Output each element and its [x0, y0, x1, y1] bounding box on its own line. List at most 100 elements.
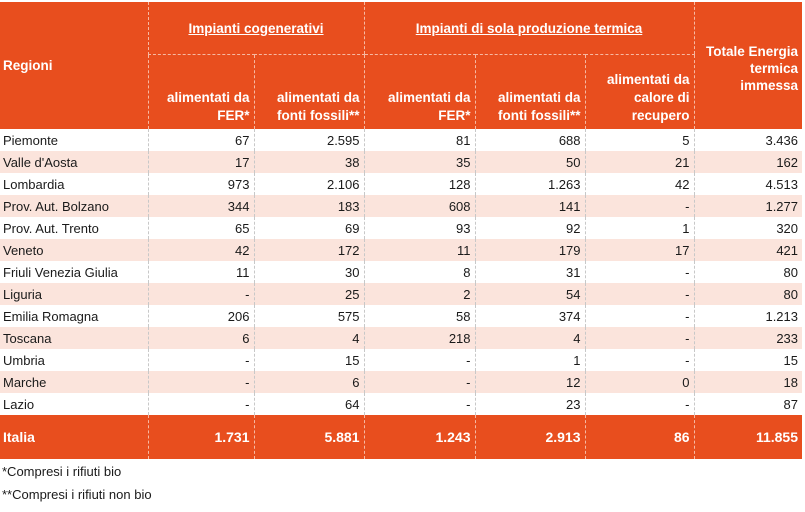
value-cell: 87: [693, 393, 803, 415]
value-cell: 575: [253, 305, 365, 327]
value-cell: 21: [584, 151, 695, 173]
value-cell: 3.436: [693, 129, 803, 151]
value-cell: 58: [363, 305, 476, 327]
value-cell: 0: [584, 371, 695, 393]
table-footer: Italia 1.731 5.881 1.243 2.913 86 11.855: [0, 415, 803, 459]
header-sub-cogen-fossil: alimentati da fonti fossili**: [253, 54, 365, 129]
value-cell: -: [584, 393, 695, 415]
value-cell: 128: [363, 173, 476, 195]
energy-table: Regioni Impianti cogenerativi Impianti d…: [0, 2, 803, 459]
table-row: Friuli Venezia Giulia 11 30 8 31-80: [0, 261, 803, 283]
table-row: Lombardia 973 2.106 128 1.263 42 4.513: [0, 173, 803, 195]
value-cell: 344: [147, 195, 254, 217]
header-sub-thermal-fer: alimentati da FER*: [363, 54, 476, 129]
value-cell: 233: [693, 327, 803, 349]
header-group-thermal: Impianti di sola produzione termica: [363, 2, 695, 55]
header-sub-cogen-fer: alimentati da FER*: [147, 54, 254, 129]
table-row: Piemonte 67 2.595 81 688 5 3.436: [0, 129, 803, 151]
value-cell: 15: [693, 349, 803, 371]
table-row: Liguria -25 2 54-80: [0, 283, 803, 305]
value-cell: 2.595: [253, 129, 365, 151]
value-cell: 5: [584, 129, 695, 151]
value-cell: -: [584, 305, 695, 327]
value-cell: 69: [253, 217, 365, 239]
table-row: Umbria -15-1-15: [0, 349, 803, 371]
value-cell: 12: [474, 371, 586, 393]
value-cell: 17: [147, 151, 254, 173]
value-cell: -: [584, 327, 695, 349]
value-cell: 179: [474, 239, 586, 261]
value-cell: 1.213: [693, 305, 803, 327]
total-cell-region: Italia: [0, 415, 148, 459]
value-cell: 688: [474, 129, 586, 151]
table-header: Regioni Impianti cogenerativi Impianti d…: [0, 2, 803, 129]
region-name-cell: Prov. Aut. Bolzano: [0, 195, 148, 217]
footnotes: *Compresi i rifiuti bio **Compresi i rif…: [2, 460, 152, 506]
value-cell: -: [147, 393, 254, 415]
value-cell: 973: [147, 173, 254, 195]
footnote-bio: *Compresi i rifiuti bio: [2, 464, 122, 479]
value-cell: 4.513: [693, 173, 803, 195]
header-sub-thermal-recovery: alimentati da calore di recupero: [584, 54, 695, 129]
value-cell: 65: [147, 217, 254, 239]
total-cell: 5.881: [253, 415, 365, 459]
value-cell: 172: [253, 239, 365, 261]
value-cell: 25: [253, 283, 365, 305]
value-cell: 30: [253, 261, 365, 283]
value-cell: 11: [147, 261, 254, 283]
value-cell: 1.263: [474, 173, 586, 195]
value-cell: 6: [147, 327, 254, 349]
value-cell: 320: [693, 217, 803, 239]
region-name-cell: Emilia Romagna: [0, 305, 148, 327]
value-cell: 608: [363, 195, 476, 217]
value-cell: 421: [693, 239, 803, 261]
table-row: Valle d'Aosta 17 38 35 50 21 162: [0, 151, 803, 173]
table-body: Piemonte 67 2.595 81 688 5 3.436 Valle d'Aosta 1…: [0, 129, 803, 415]
region-name-cell: Marche: [0, 371, 148, 393]
value-cell: -: [147, 283, 254, 305]
table-row: Toscana 6 4 218 4-233: [0, 327, 803, 349]
table-row: Prov. Aut. Trento 65 69 93 92 1 320: [0, 217, 803, 239]
value-cell: 162: [693, 151, 803, 173]
region-name-cell: Liguria: [0, 283, 148, 305]
value-cell: 374: [474, 305, 586, 327]
value-cell: 17: [584, 239, 695, 261]
value-cell: 4: [253, 327, 365, 349]
table-row: Marche -6-12 0 18: [0, 371, 803, 393]
value-cell: -: [147, 371, 254, 393]
value-cell: -: [584, 349, 695, 371]
value-cell: 1.277: [693, 195, 803, 217]
value-cell: 81: [363, 129, 476, 151]
value-cell: 4: [474, 327, 586, 349]
value-cell: 2: [363, 283, 476, 305]
total-cell: 1.731: [147, 415, 254, 459]
value-cell: 42: [584, 173, 695, 195]
region-name-cell: Friuli Venezia Giulia: [0, 261, 148, 283]
region-name-cell: Veneto: [0, 239, 148, 261]
value-cell: 42: [147, 239, 254, 261]
value-cell: -: [584, 283, 695, 305]
value-cell: 11: [363, 239, 476, 261]
value-cell: 54: [474, 283, 586, 305]
value-cell: 50: [474, 151, 586, 173]
header-sub-thermal-fossil: alimentati da fonti fossili**: [474, 54, 586, 129]
value-cell: 80: [693, 261, 803, 283]
table-row: Lazio -64-23-87: [0, 393, 803, 415]
value-cell: 80: [693, 283, 803, 305]
value-cell: 31: [474, 261, 586, 283]
total-cell: 2.913: [474, 415, 586, 459]
region-name-cell: Toscana: [0, 327, 148, 349]
value-cell: 218: [363, 327, 476, 349]
value-cell: 64: [253, 393, 365, 415]
region-name-cell: Valle d'Aosta: [0, 151, 148, 173]
value-cell: 141: [474, 195, 586, 217]
table-row: Veneto 42 172 11 179 17 421: [0, 239, 803, 261]
value-cell: 15: [253, 349, 365, 371]
value-cell: -: [363, 349, 476, 371]
value-cell: 6: [253, 371, 365, 393]
total-cell: 11.855: [693, 415, 803, 459]
value-cell: 38: [253, 151, 365, 173]
value-cell: 2.106: [253, 173, 365, 195]
value-cell: -: [363, 393, 476, 415]
region-name-cell: Lombardia: [0, 173, 148, 195]
